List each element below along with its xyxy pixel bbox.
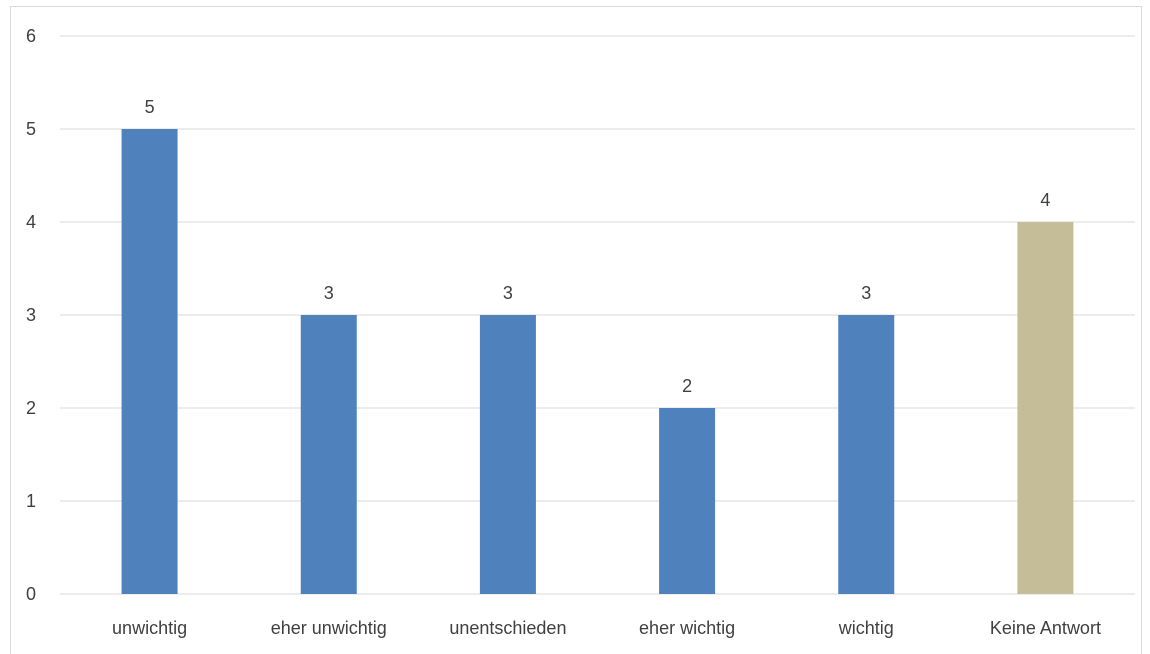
chart-frame xyxy=(10,6,1142,654)
data-labels: 5 3 3 2 3 4 xyxy=(145,97,1051,396)
data-label-5: 4 xyxy=(1040,190,1050,210)
category-label-2: unentschieden xyxy=(449,618,566,638)
bar-1 xyxy=(300,315,357,594)
y-tick-label: 4 xyxy=(26,212,36,232)
y-tick-label: 0 xyxy=(26,584,36,604)
bar-0 xyxy=(121,129,178,594)
category-label-0: unwichtig xyxy=(112,618,187,638)
gridlines xyxy=(60,35,1135,595)
bar-5 xyxy=(1017,222,1074,594)
y-tick-label: 6 xyxy=(26,26,36,46)
data-label-2: 3 xyxy=(503,283,513,303)
data-label-1: 3 xyxy=(324,283,334,303)
data-label-4: 3 xyxy=(861,283,871,303)
category-label-1: eher unwichtig xyxy=(271,618,387,638)
y-axis-ticks: 0 1 2 3 4 5 6 xyxy=(26,26,36,604)
category-label-3: eher wichtig xyxy=(639,618,735,638)
data-label-3: 2 xyxy=(682,376,692,396)
y-tick-label: 1 xyxy=(26,491,36,511)
bar-3 xyxy=(659,408,716,594)
bars xyxy=(121,129,1074,594)
y-tick-label: 3 xyxy=(26,305,36,325)
y-tick-label: 2 xyxy=(26,398,36,418)
bar-4 xyxy=(838,315,895,594)
data-label-0: 5 xyxy=(145,97,155,117)
x-axis-categories: unwichtig eher unwichtig unentschieden eher… xyxy=(112,618,1101,638)
category-label-4: wichtig xyxy=(838,618,894,638)
category-label-5: Keine Antwort xyxy=(990,618,1101,638)
y-tick-label: 5 xyxy=(26,119,36,139)
bar-2 xyxy=(479,315,536,594)
